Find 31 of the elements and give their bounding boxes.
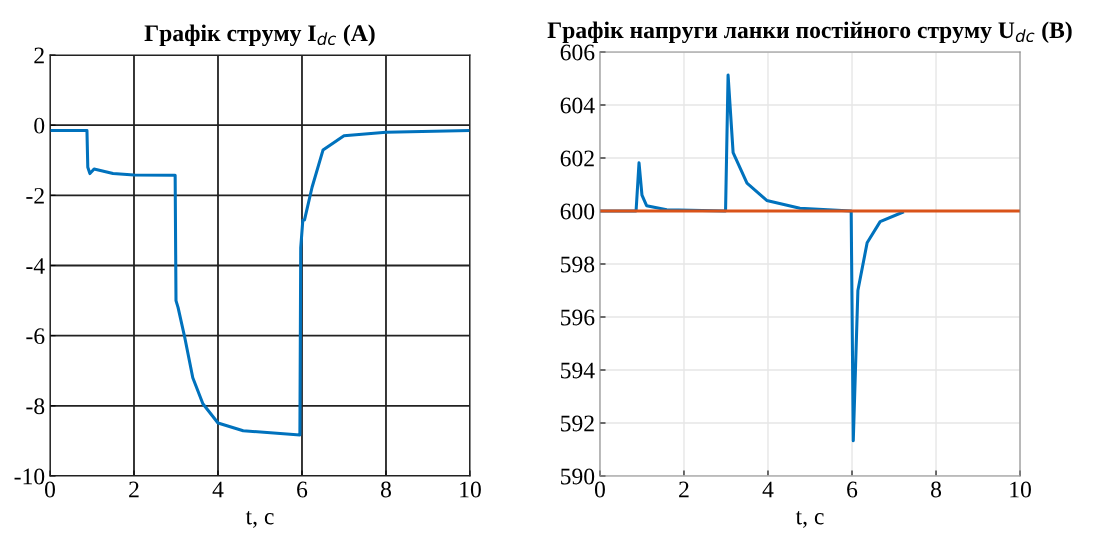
y-tick-label: 600	[560, 203, 595, 220]
y-tick-label: -8	[26, 398, 45, 415]
x-tick-label: 4	[762, 481, 774, 498]
chart-title: Графік струму I$_{dc}$ (A)	[144, 24, 375, 47]
y-tick-label: -6	[26, 328, 45, 345]
x-tick-label: 6	[847, 481, 858, 498]
y-tick-label: -4	[26, 258, 45, 274]
x-tick-label: 2	[679, 481, 689, 498]
chart-title: Графік напруги ланки постійного струму U$_{dc}$ (B)	[547, 21, 1072, 44]
x-tick-label: 2	[129, 481, 139, 498]
y-tick-label: -2	[26, 187, 44, 204]
y-tick-label: 596	[561, 309, 595, 326]
x-tick-label: 10	[460, 481, 481, 498]
line-series	[50, 128, 470, 437]
x-tick-label: 10	[1010, 481, 1031, 498]
y-tick-label: 606	[560, 44, 595, 61]
x-tick-label: 4	[212, 481, 224, 498]
y-tick-label: 0	[34, 117, 45, 134]
y-tick-label: 604	[560, 97, 595, 114]
y-tick-label: 594	[561, 362, 595, 379]
x-tick-label: 6	[297, 481, 308, 498]
y-tick-label: 598	[561, 256, 595, 273]
x-axis-title: t, с	[795, 510, 824, 528]
x-axis-title: t, с	[245, 510, 274, 528]
y-tick-label: 590	[561, 468, 595, 485]
y-tick-label: 592	[561, 415, 594, 432]
y-tick-label: 2	[34, 47, 44, 64]
x-tick-label: 8	[931, 481, 942, 498]
y-tick-label: 602	[560, 150, 594, 167]
x-tick-label: 8	[380, 481, 391, 498]
y-tick-label: -10	[14, 468, 45, 485]
